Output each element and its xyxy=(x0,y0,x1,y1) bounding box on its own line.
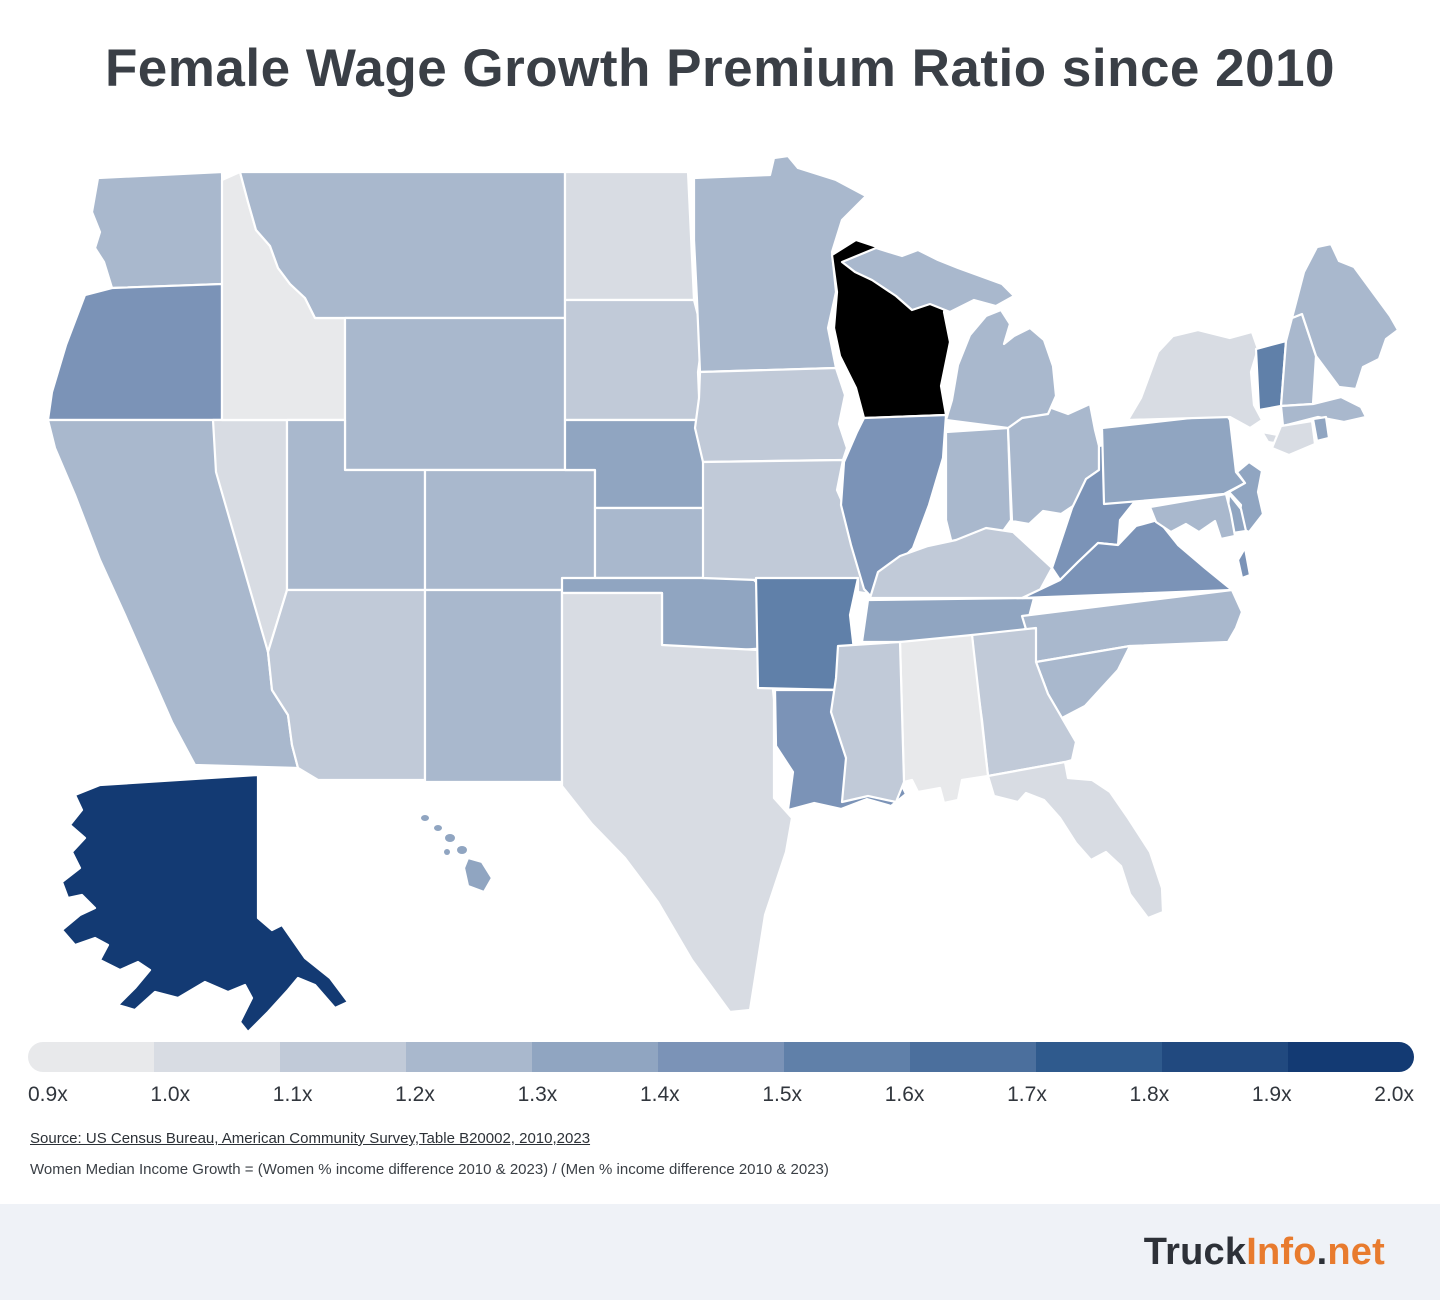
state-new-mexico[interactable] xyxy=(423,588,564,784)
state-washington[interactable] xyxy=(90,170,226,290)
legend-segment-3 xyxy=(406,1042,532,1072)
legend-segment-7 xyxy=(910,1042,1036,1072)
legend-segment-2 xyxy=(280,1042,406,1072)
formula-line: Women Median Income Growth = (Women % in… xyxy=(30,1161,829,1178)
legend-segment-5 xyxy=(658,1042,784,1072)
state-new-jersey[interactable] xyxy=(1227,460,1265,534)
legend-segment-1 xyxy=(154,1042,280,1072)
legend-segment-8 xyxy=(1036,1042,1162,1072)
state-oregon[interactable] xyxy=(46,282,224,422)
page-title: Female Wage Growth Premium Ratio since 2… xyxy=(104,39,1336,98)
state-wyoming[interactable] xyxy=(343,316,567,472)
legend-tick-labels: 0.9x 1.0x 1.1x 1.2x 1.3x 1.4x 1.5x 1.6x 1.7x 1.8x… xyxy=(28,1083,1414,1107)
legend-segment-9 xyxy=(1162,1042,1288,1072)
state-maryland[interactable] xyxy=(1148,492,1237,541)
legend-tick-9: 1.8x xyxy=(1129,1083,1170,1106)
state-iowa[interactable] xyxy=(693,366,849,464)
legend-tick-0: 0.9x xyxy=(28,1083,68,1106)
legend-color-bar xyxy=(28,1042,1414,1072)
legend-segment-0 xyxy=(28,1042,154,1072)
state-north-carolina[interactable] xyxy=(1020,588,1244,664)
legend-tick-2: 1.1x xyxy=(272,1083,313,1106)
state-colorado[interactable] xyxy=(423,468,597,592)
state-alaska[interactable] xyxy=(60,773,350,1034)
state-north-dakota[interactable] xyxy=(563,170,696,302)
legend-tick-7: 1.6x xyxy=(884,1083,925,1106)
legend-segment-6 xyxy=(784,1042,910,1072)
state-michigan[interactable] xyxy=(840,246,1058,430)
legend-tick-3: 1.2x xyxy=(395,1083,435,1106)
state-mississippi[interactable] xyxy=(829,640,906,804)
source-line: Source: US Census Bureau, American Commu… xyxy=(30,1130,591,1147)
legend-tick-11: 2.0x xyxy=(1374,1083,1414,1106)
state-virginia[interactable] xyxy=(1020,518,1252,600)
legend-tick-8: 1.7x xyxy=(1007,1083,1047,1106)
state-alabama[interactable] xyxy=(898,633,990,805)
state-pennsylvania[interactable] xyxy=(1100,412,1247,506)
footer-band: TruckInfo.net xyxy=(0,1204,1440,1300)
logo-dot: . xyxy=(1316,1230,1328,1273)
legend: 0.9x 1.0x 1.1x 1.2x 1.3x 1.4x 1.5x 1.6x 1.7x 1.8x… xyxy=(28,1042,1414,1107)
logo-truck: Truck xyxy=(1143,1230,1247,1273)
source-block: Source: US Census Bureau, American Commu… xyxy=(30,1130,829,1178)
legend-tick-4: 1.3x xyxy=(517,1083,558,1106)
legend-tick-6: 1.5x xyxy=(762,1083,803,1106)
legend-tick-1: 1.0x xyxy=(150,1083,191,1106)
state-florida[interactable] xyxy=(986,760,1165,920)
state-south-dakota[interactable] xyxy=(563,298,705,422)
legend-segment-4 xyxy=(532,1042,658,1072)
legend-tick-5: 1.4x xyxy=(639,1083,680,1106)
map-states xyxy=(46,154,1400,1034)
logo-net: net xyxy=(1327,1230,1385,1273)
legend-segment-10 xyxy=(1288,1042,1414,1072)
state-rhode-island[interactable] xyxy=(1311,415,1331,443)
logo-info: Info xyxy=(1246,1230,1317,1273)
state-hawaii[interactable] xyxy=(421,815,494,894)
state-texas[interactable] xyxy=(560,591,794,1014)
legend-tick-10: 1.9x xyxy=(1251,1083,1292,1106)
state-connecticut[interactable] xyxy=(1270,419,1317,457)
truckinfo-logo[interactable]: TruckInfo.net xyxy=(1144,1231,1385,1274)
state-minnesota[interactable] xyxy=(692,154,868,374)
state-maine[interactable] xyxy=(1290,242,1400,391)
